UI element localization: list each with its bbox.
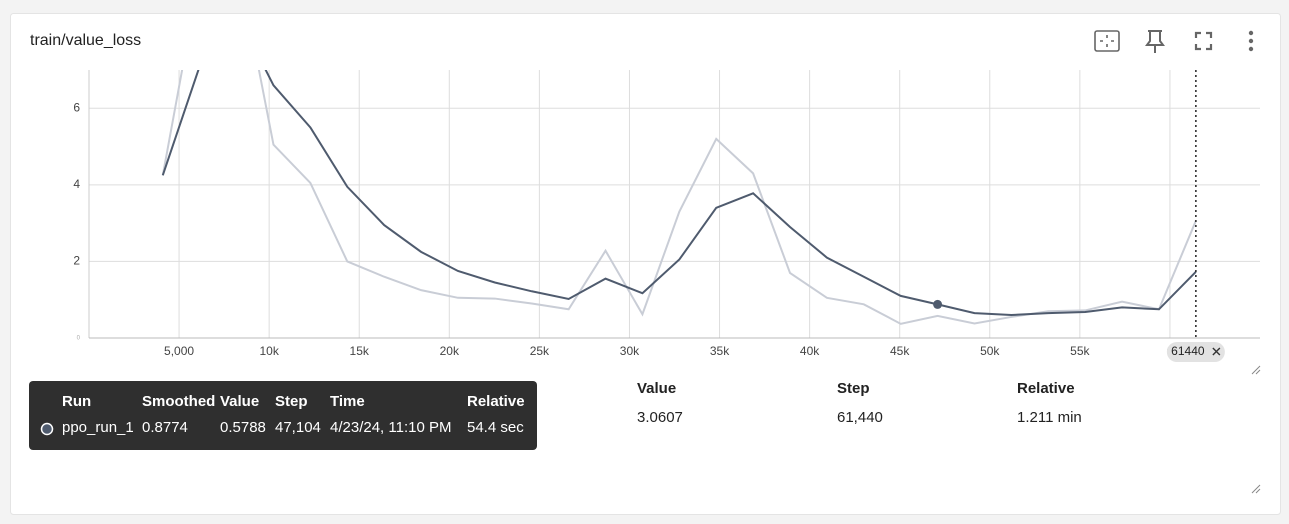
tooltip-cell: 0.8774 — [142, 419, 188, 436]
tooltip-header: Time — [330, 393, 365, 410]
x-tick-label: 20k — [440, 344, 460, 358]
table-cell: 1.211 min — [1017, 409, 1082, 426]
x-tick-label: 25k — [530, 344, 550, 358]
table-header: Step — [837, 380, 870, 397]
series-line — [161, 70, 1197, 317]
card-title: train/value_loss — [30, 32, 141, 49]
more-button[interactable] — [1248, 30, 1254, 52]
x-tick-label: 5,000 — [164, 344, 194, 358]
tooltip-header: Run — [62, 393, 91, 410]
tooltip-box — [29, 381, 537, 450]
x-tick-label: 10k — [259, 344, 279, 358]
x-tick-label: 35k — [710, 344, 730, 358]
step-cursor-label: 61440 — [1171, 344, 1205, 358]
x-tick-label: 30k — [620, 344, 640, 358]
tooltip-cell: 0.5788 — [220, 419, 266, 436]
table-cell: 61,440 — [837, 409, 883, 426]
tooltip-cell: 4/23/24, 11:10 PM — [330, 419, 451, 436]
tooltip-header: Step — [275, 393, 308, 410]
tooltip-cell: 54.4 sec — [467, 419, 524, 436]
tooltip-cell: ppo_run_1 — [62, 419, 134, 436]
x-tick-label: 15k — [350, 344, 370, 358]
table-header: Value — [637, 380, 676, 397]
resize-handle[interactable] — [1251, 365, 1261, 375]
x-tick-label: 40k — [800, 344, 820, 358]
x-tick-label: 55k — [1070, 344, 1090, 358]
tooltip-header: Smoothed — [142, 393, 215, 410]
plot: 0 2 4 6 5,000 10k 15k 20k 25k 30k 35k 40k 45k 50k 55k 6… — [73, 70, 1260, 362]
table-cell: 3.0607 — [637, 409, 683, 426]
tooltip-cell: 47,104 — [275, 419, 321, 436]
tooltip-header: Relative — [467, 393, 525, 410]
x-tick-label: 45k — [890, 344, 910, 358]
tooltip: Run Smoothed Value Step Time Relative ppo_run_… — [29, 381, 537, 450]
fullscreen-button[interactable] — [1194, 31, 1213, 51]
y-tick-label: 0 — [77, 336, 81, 342]
tooltip-header: Value — [220, 393, 259, 410]
pin-button[interactable] — [1145, 30, 1165, 53]
hover-point — [933, 299, 943, 309]
step-cursor-close — [1212, 347, 1221, 356]
table-header: Relative — [1017, 380, 1075, 397]
fit-domain-button[interactable] — [1094, 30, 1120, 52]
run-swatch — [40, 422, 54, 436]
y-tick-label: 6 — [73, 100, 80, 114]
y-tick-label: 2 — [73, 254, 80, 268]
step-cursor-chip — [1166, 342, 1225, 362]
x-tick-label: 50k — [980, 344, 1000, 358]
y-tick-label: 4 — [73, 177, 80, 191]
resize-handle[interactable] — [1251, 484, 1261, 494]
